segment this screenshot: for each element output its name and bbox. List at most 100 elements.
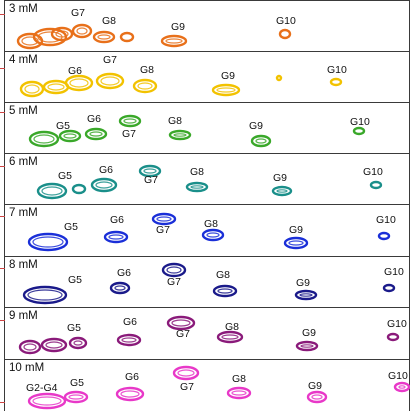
spot-contour-inner xyxy=(143,168,157,174)
peak-label: G5 xyxy=(58,170,73,182)
concentration-label: 7 mM xyxy=(9,207,38,219)
spot-contour-inner xyxy=(190,185,204,189)
peak-label: G5 xyxy=(68,274,83,286)
edge-tick xyxy=(0,166,5,167)
spot-contour-inner xyxy=(165,38,183,44)
peak-label: G9 xyxy=(308,380,323,392)
peak-label: G8 xyxy=(225,321,240,333)
spot-contour xyxy=(283,236,309,250)
spot-contour-inner xyxy=(177,369,195,377)
spot-contour xyxy=(132,78,158,94)
peak-label: G6 xyxy=(123,316,138,328)
spot-contour-inner xyxy=(171,319,191,327)
spot-contour-inner xyxy=(299,293,313,297)
spot-contour xyxy=(119,31,135,43)
peak-label: G8 xyxy=(168,115,183,127)
edge-tick xyxy=(0,14,5,15)
spot-contour xyxy=(40,337,68,353)
peak-label: G7 xyxy=(167,276,182,288)
spectrum-panel: 7 mM G5 G6 G7 G8 G9 G10 xyxy=(4,204,410,256)
spot-contours xyxy=(36,164,383,200)
peak-label: G10 xyxy=(363,166,383,178)
spot-contour xyxy=(386,332,400,342)
peak-label: G5 xyxy=(56,120,71,132)
spot-contour xyxy=(168,129,192,141)
spot-contour-inner xyxy=(123,118,137,124)
spot-contour xyxy=(22,285,68,305)
spot-contour-inner xyxy=(276,189,288,193)
spot-contour-inner xyxy=(255,138,267,144)
spot-contour-inner xyxy=(137,82,153,90)
peak-label: G6 xyxy=(68,65,83,77)
spot-contour-inner xyxy=(206,232,220,238)
spot-contour-inner xyxy=(95,181,113,189)
peak-label: G9 xyxy=(249,120,264,132)
spot-contour xyxy=(103,230,129,244)
spot-contour xyxy=(275,74,283,82)
peak-label: G8 xyxy=(140,64,155,76)
peak-label: G7 xyxy=(144,174,159,186)
spot-contour xyxy=(36,182,68,200)
spot-contour-inner xyxy=(45,341,63,349)
spot-contour-inner xyxy=(47,83,65,91)
edge-tick xyxy=(0,402,5,403)
peak-label: G10 xyxy=(387,318,407,330)
spot-contour xyxy=(160,34,188,48)
spot-contour xyxy=(382,283,396,293)
spot-contour xyxy=(201,228,225,242)
spot-contour-inner xyxy=(221,334,239,340)
spot-contour xyxy=(151,212,177,226)
spot-contour xyxy=(172,365,200,381)
spot-contour xyxy=(109,281,131,295)
spot-contour-inner xyxy=(32,236,64,248)
spectrum-panel: 8 mM G5 G6 G7 G8 G9 G10 xyxy=(4,256,410,308)
spot-contour-inner xyxy=(41,186,63,196)
spot-contours xyxy=(19,72,343,98)
spot-contour xyxy=(84,127,108,141)
spot-contour-inner xyxy=(32,396,62,406)
spot-contour xyxy=(116,333,142,347)
spot-contour xyxy=(19,80,45,98)
spot-contour-inner xyxy=(27,289,63,301)
spot-contour xyxy=(250,134,272,148)
spot-contour xyxy=(90,177,118,193)
spot-contour-inner xyxy=(166,266,182,274)
spot-contour xyxy=(50,26,74,42)
spot-contour xyxy=(27,232,69,252)
peak-label: G9 xyxy=(296,277,311,289)
spot-contour-inner xyxy=(173,133,187,137)
peak-label: G8 xyxy=(232,373,247,385)
peak-label: G9 xyxy=(221,70,236,82)
spectrum-panel: 5 mM G5 G6 G7 G8 G9 G10 xyxy=(4,102,410,154)
figure-frame xyxy=(4,0,410,411)
spot-contour-inner xyxy=(216,87,236,93)
peak-label: G10 xyxy=(384,266,404,278)
spectrum-panel: 9 mM G5 G6 G7 G8 G9 G10 xyxy=(4,307,410,359)
peak-label: G8 xyxy=(102,15,117,27)
peak-label: G6 xyxy=(110,214,125,226)
peak-label: G7 xyxy=(180,381,195,393)
spot-contour xyxy=(32,27,68,47)
edge-tick xyxy=(0,268,5,269)
spot-contour xyxy=(68,336,88,350)
peak-label: G7 xyxy=(71,7,86,19)
spot-contour-inner xyxy=(311,394,323,400)
spot-contour xyxy=(329,77,343,87)
peak-label: G10 xyxy=(376,214,396,226)
spot-contour-inner xyxy=(73,340,83,346)
spot-contour xyxy=(377,231,391,241)
spot-contour xyxy=(64,74,94,92)
peak-label: G10 xyxy=(276,15,296,27)
spot-contour-inner xyxy=(114,285,126,291)
spectrum-panel: 3 mM G7 G8 G9 G10 xyxy=(4,0,410,52)
spot-contour xyxy=(212,284,238,298)
spot-contour-inner xyxy=(55,30,69,38)
spot-contour-inner xyxy=(120,390,140,398)
peak-label: G5 xyxy=(64,221,79,233)
peak-label: G9 xyxy=(273,172,288,184)
spot-contour xyxy=(27,392,67,410)
peak-label: G6 xyxy=(125,371,140,383)
peak-label: G7 xyxy=(156,224,171,236)
concentration-label: 10 mM xyxy=(9,362,45,374)
peak-label: G8 xyxy=(190,166,205,178)
